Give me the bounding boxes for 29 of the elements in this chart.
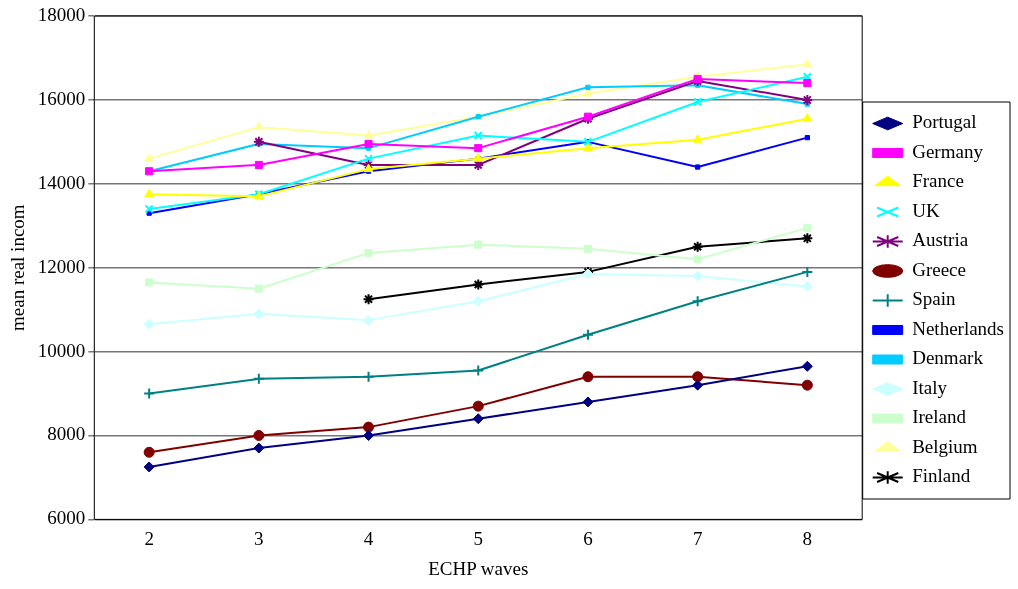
legend-label: Italy xyxy=(912,376,948,398)
legend-label: Netherlands xyxy=(912,317,1005,339)
legend-label: France xyxy=(912,170,964,192)
y-tick-label: 12000 xyxy=(37,255,86,277)
y-tick-label: 14000 xyxy=(37,171,86,193)
legend-label: Austria xyxy=(912,229,969,251)
x-tick-label: 2 xyxy=(144,527,154,549)
x-tick-label: 3 xyxy=(254,527,264,549)
legend-label: Belgium xyxy=(912,435,978,457)
y-tick-label: 10000 xyxy=(37,339,86,361)
x-axis-title: ECHP waves xyxy=(428,557,529,579)
legend-label: Greece xyxy=(912,258,966,280)
y-tick-label: 6000 xyxy=(47,507,86,529)
x-tick-label: 5 xyxy=(473,527,483,549)
legend-label: Portugal xyxy=(912,111,977,133)
legend-label: Spain xyxy=(912,288,956,310)
y-tick-label: 8000 xyxy=(47,423,86,445)
legend-label: Ireland xyxy=(912,406,967,428)
legend-label: Finland xyxy=(912,465,971,487)
x-tick-label: 7 xyxy=(692,527,703,549)
y-axis-title: mean real incom xyxy=(7,204,29,331)
x-tick-label: 6 xyxy=(583,527,593,549)
y-tick-label: 18000 xyxy=(37,3,86,25)
y-tick-label: 16000 xyxy=(37,87,86,109)
legend-label: UK xyxy=(912,199,940,221)
x-tick-label: 4 xyxy=(363,527,374,549)
legend-label: Germany xyxy=(912,140,984,162)
legend-label: Denmark xyxy=(912,347,984,369)
x-tick-label: 8 xyxy=(802,527,813,549)
